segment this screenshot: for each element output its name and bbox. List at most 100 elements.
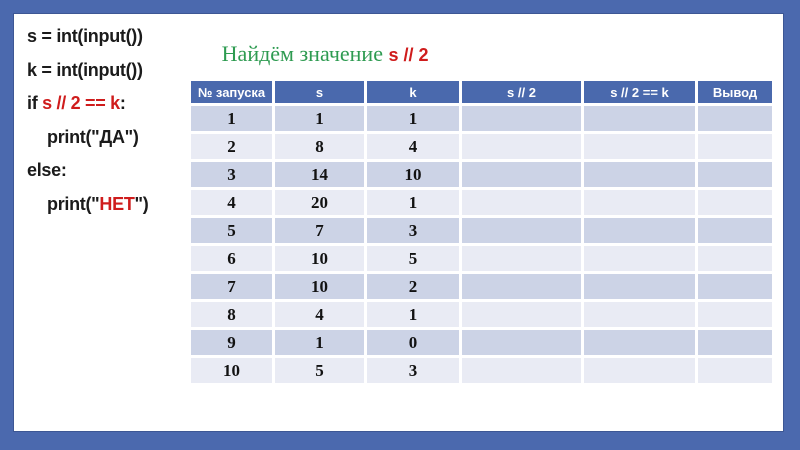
table-cell [695,159,775,190]
table-cell: 7 [272,215,367,246]
table-cell [695,299,775,330]
table-cell: 10 [272,271,367,302]
code-line-3: if s // 2 == k : [27,87,148,121]
table-cell: 5 [272,355,367,386]
code-line-1: s = int(input()) [27,20,148,54]
code-text: k = int(input()) [27,59,143,80]
table-cell: 10 [272,243,367,274]
table-cell [695,271,775,302]
table-header: № запуска s k s // 2 s // 2 == k Вывод [188,78,775,106]
table-row: 7 10 2 [188,271,775,302]
title-expression-highlight: s // 2 [388,45,429,65]
table-cell [581,103,698,134]
table-row: 10 5 3 [188,355,775,386]
table-cell: 4 [272,299,367,330]
table-cell: 10 [364,159,462,190]
table-row: 6 10 5 [188,243,775,274]
code-output-highlight: НЕТ [99,193,135,214]
table-cell: 5 [188,215,275,246]
table-cell: 3 [188,159,275,190]
table-cell [459,243,584,274]
table-cell [581,215,698,246]
table-cell: 2 [364,271,462,302]
code-colon: : [119,93,126,114]
table-cell: 14 [272,159,367,190]
table-cell [459,299,584,330]
code-block: s = int(input()) k = int(input()) if s /… [27,20,149,222]
table-cell [581,271,698,302]
table-cell [695,215,775,246]
table-cell [581,243,698,274]
code-text: print("ДА") [47,126,139,147]
code-condition-highlight: s // 2 == k [42,93,120,114]
table-cell: 0 [364,327,462,358]
table-cell: 6 [188,243,275,274]
code-text: print(" [47,193,100,214]
table-cell [581,187,698,218]
table-cell: 3 [364,215,462,246]
table-cell: 1 [188,103,275,134]
table-cell: 1 [364,103,462,134]
table-cell: 8 [272,131,367,162]
table-cell [459,355,584,386]
code-line-2: k = int(input()) [27,54,148,88]
table-cell: 9 [188,327,275,358]
table-cell [695,355,775,386]
table-cell [581,327,698,358]
code-keyword-if: if [27,93,43,114]
code-text: ") [134,193,149,214]
table-cell [459,131,584,162]
table-cell [459,187,584,218]
code-text: s = int(input()) [27,26,143,47]
col-header-s-div-2: s // 2 [459,78,584,106]
code-line-6: print(" НЕТ ") [27,188,149,222]
table-cell: 1 [272,103,367,134]
table-cell: 4 [188,187,275,218]
table-cell: 4 [364,131,462,162]
table-cell: 10 [188,355,275,386]
table-cell: 2 [188,131,275,162]
title-text: Найдём значение [221,41,389,66]
table-cell: 1 [364,299,462,330]
table-cell: 5 [364,243,462,274]
table-cell [581,355,698,386]
table-body: 1 1 1 2 8 4 3 14 10 4 20 1 5 7 3 6 10 5 7 10 2 8 4 1 9 1 0 10 5 3 [188,103,775,386]
code-line-4: print("ДА") [27,121,148,155]
code-line-5: else: [27,154,148,188]
slide-content-panel: s = int(input()) k = int(input()) if s /… [13,13,784,432]
table-cell [459,271,584,302]
table-row: 4 20 1 [188,187,775,218]
table-cell [695,103,775,134]
table-cell [695,243,775,274]
table-cell: 8 [188,299,275,330]
table-cell [581,131,698,162]
table-cell [459,327,584,358]
table-cell: 3 [364,355,462,386]
table-cell [695,131,775,162]
col-header-s: s [272,78,367,106]
col-header-s-div-2-eq-k: s // 2 == k [581,78,698,106]
table-cell [459,159,584,190]
col-header-run-number: № запуска [188,78,275,106]
table-cell: 7 [188,271,275,302]
table-cell [459,215,584,246]
table-cell: 1 [364,187,462,218]
page-title: Найдём значение s // 2 [195,23,429,85]
table-cell [695,187,775,218]
table-cell [459,103,584,134]
table-cell [581,159,698,190]
code-text: else: [27,160,67,181]
table-cell [695,327,775,358]
table-header-row: № запуска s k s // 2 s // 2 == k Вывод [188,78,775,106]
table-cell: 20 [272,187,367,218]
table-cell: 1 [272,327,367,358]
col-header-output: Вывод [695,78,775,106]
table-row: 3 14 10 [188,159,775,190]
table-cell [581,299,698,330]
